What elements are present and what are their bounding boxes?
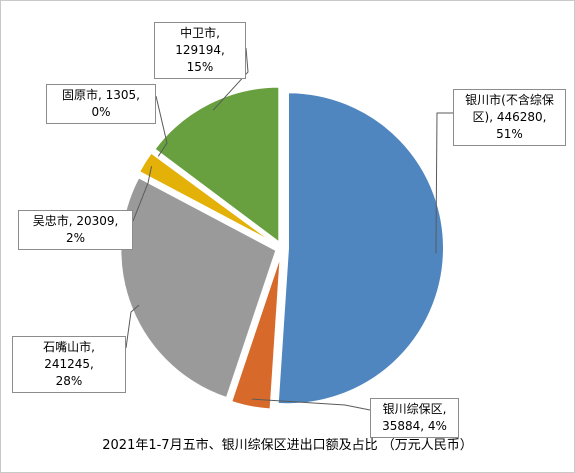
- leader-line-guyuan: [155, 95, 168, 157]
- pie-slice-guyuan: [149, 149, 278, 246]
- chart-title: 2021年1-7月五市、银川综保区进出口额及占比 （万元人民币）: [102, 438, 473, 453]
- leader-line-zongbao: [252, 398, 371, 411]
- label-shizuishan: 石嘴山市, 241245, 28%: [12, 336, 126, 393]
- label-yinchuan: 银川市(不含综保 区), 446280, 51%: [453, 89, 566, 146]
- pie-slice-zongbao: [229, 253, 282, 411]
- label-guyuan: 固原市, 1305, 0%: [46, 84, 156, 124]
- leader-line-zhongwei: [212, 47, 249, 111]
- leader-line-yinchuan: [435, 112, 453, 254]
- pie-slice-yinchuan: [276, 91, 445, 406]
- label-zhongwei: 中卫市, 129194, 15%: [154, 22, 246, 79]
- pie-slice-shizuishan: [119, 175, 278, 400]
- leader-line-shizuishan: [125, 304, 140, 349]
- pie-slice-zhongwei: [152, 85, 281, 245]
- label-zongbao: 银川综保区, 35884, 4%: [370, 398, 459, 438]
- leader-line-wuzhong: [132, 166, 153, 222]
- label-wuzhong: 吴忠市, 20309, 2%: [18, 210, 133, 250]
